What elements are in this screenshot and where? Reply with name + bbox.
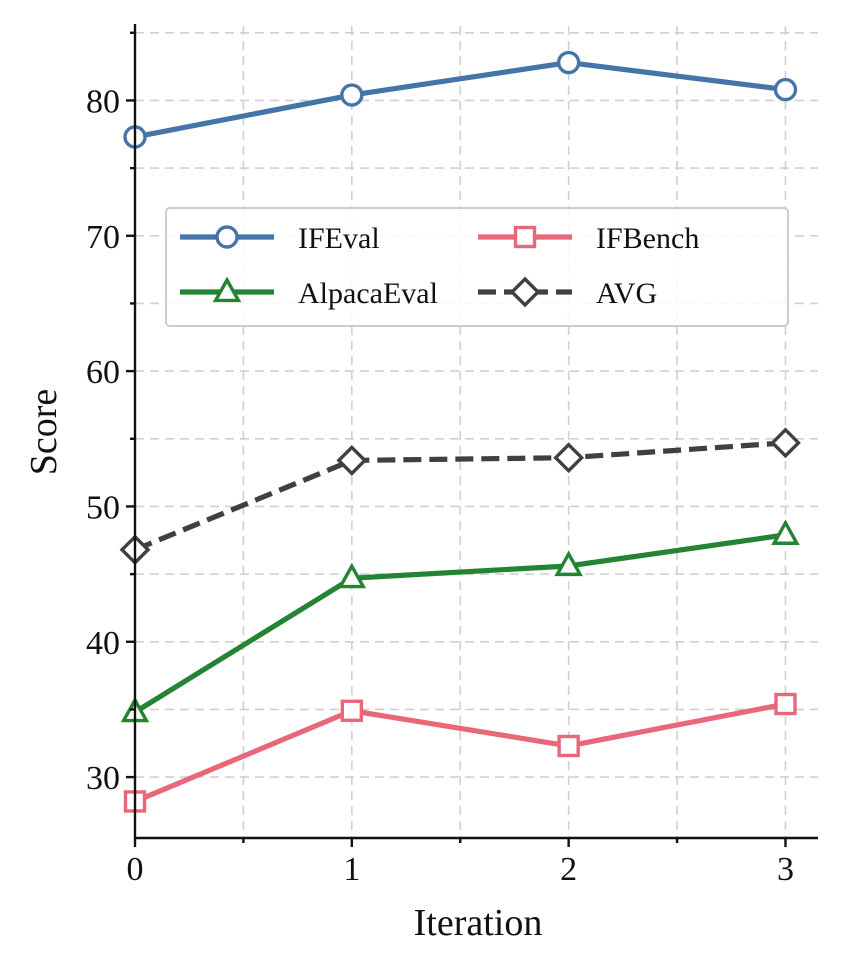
tick-labels: 30 40 50 60 70 80 0 1 2 3 — [86, 83, 794, 888]
data-point-ifbench — [774, 692, 797, 716]
series-line-ifbench — [133, 701, 786, 804]
legend-marker-ifbench — [513, 225, 537, 249]
legend-label-ifbench: IFBench — [596, 222, 699, 255]
data-point-ifbench — [557, 734, 580, 758]
data-point-alpacaeval — [554, 550, 583, 577]
data-point-avg — [336, 445, 368, 476]
legend-marker-alpacaeval — [212, 276, 242, 303]
x-tick-label: 2 — [560, 851, 577, 888]
data-point-ifeval — [773, 77, 798, 102]
legend-label-alpacaeval: AlpacaEval — [298, 277, 438, 310]
x-tick-label: 1 — [343, 851, 360, 888]
legend: IFEval AlpacaEval IFBench AVG — [165, 207, 789, 327]
y-tick-label: 30 — [86, 760, 120, 797]
y-tick-label: 80 — [86, 83, 120, 120]
legend-marker-ifeval — [215, 225, 239, 249]
data-point-ifeval — [340, 83, 364, 107]
series-line-avg — [134, 440, 786, 553]
legend-label-avg: AVG — [596, 277, 657, 310]
data-point-avg — [770, 427, 801, 459]
data-point-ifeval — [556, 50, 581, 75]
y-tick-label: 60 — [86, 354, 120, 391]
y-tick-label: 50 — [86, 489, 120, 526]
x-tick-label: 0 — [127, 851, 144, 888]
legend-label-ifeval: IFEval — [298, 222, 380, 255]
y-tick-label: 40 — [86, 625, 120, 662]
legend-box — [165, 207, 789, 327]
axes — [126, 24, 818, 847]
series-line-ifeval — [134, 59, 786, 140]
y-axis-title: Score — [23, 389, 65, 476]
data-point-alpacaeval — [337, 562, 367, 589]
x-axis-title: Iteration — [414, 902, 543, 944]
legend-marker-avg — [509, 276, 541, 308]
data-point-alpacaeval — [771, 519, 800, 545]
series-line-alpacaeval — [133, 532, 786, 715]
y-tick-label: 70 — [86, 219, 120, 256]
data-point-avg — [553, 442, 585, 474]
data-point-ifbench — [340, 699, 364, 722]
x-tick-label: 3 — [777, 851, 794, 888]
